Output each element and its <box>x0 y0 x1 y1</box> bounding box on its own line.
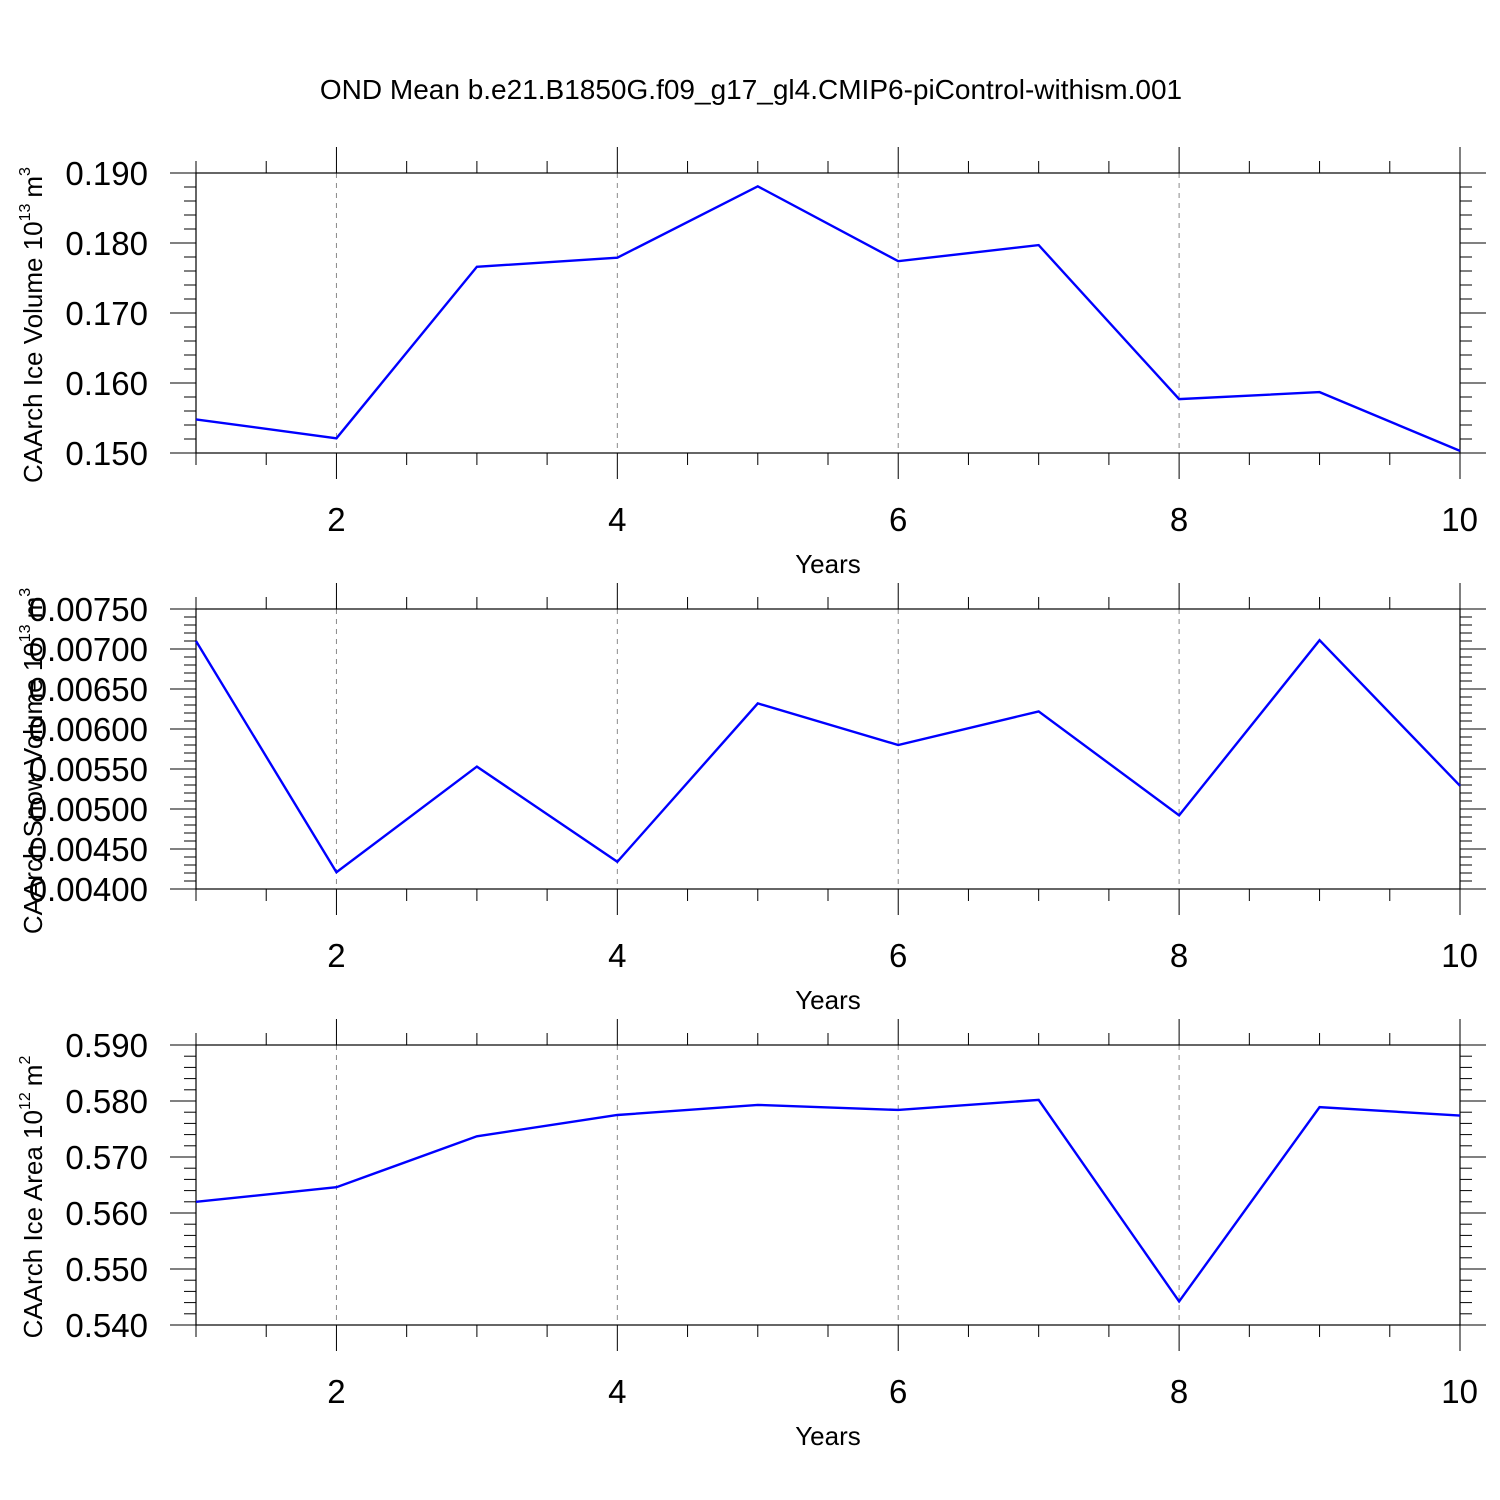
y-tick-label: 0.160 <box>65 365 148 402</box>
panel-1: 0.150 0.160 0.170 0.180 0.190 2 4 6 8 10 Years CAAr… <box>17 147 1486 579</box>
y-axis-label: CAArch Ice Volume 1013 m3 <box>17 167 48 483</box>
plot-frame <box>195 608 1461 890</box>
y-tick-label: 0.180 <box>65 225 148 262</box>
x-tick-label: 10 <box>1441 1373 1478 1410</box>
series-line <box>195 1098 1461 1304</box>
x-tick-label: 10 <box>1441 501 1478 538</box>
y-tick-label: 0.00400 <box>29 871 148 908</box>
x-axis-label: Years <box>795 1421 861 1451</box>
y-tick-label: 0.00700 <box>29 631 148 668</box>
y-tick-label: 0.540 <box>65 1307 148 1344</box>
y-tick-label: 0.170 <box>65 295 148 332</box>
y-tick-label: 0.00750 <box>29 591 148 628</box>
y-tick-label: 0.580 <box>65 1083 148 1120</box>
panel-2: 0.004000.004500.005000.005500.006000.006… <box>17 583 1486 1015</box>
y-axis-label-exponent: 12 <box>17 1092 34 1110</box>
x-axis-label: Years <box>795 985 861 1015</box>
y-tick-label: 0.00450 <box>29 831 148 868</box>
plot-frame <box>195 1044 1461 1326</box>
x-tick-label: 2 <box>327 1373 345 1410</box>
x-tick-label: 8 <box>1170 937 1188 974</box>
x-tick-label: 4 <box>608 1373 626 1410</box>
series-line <box>194 638 1461 874</box>
y-tick-label: 0.00500 <box>29 791 148 828</box>
y-axis-label-unit-exponent: 2 <box>17 1056 34 1065</box>
x-tick-label: 4 <box>608 937 626 974</box>
x-tick-label: 2 <box>327 501 345 538</box>
y-axis-label-unit-exponent: 3 <box>17 588 34 597</box>
panel-3: 0.540 0.550 0.560 0.570 0.580 0.590 2 4 6 8 10 Year… <box>17 1019 1486 1451</box>
x-tick-label: 10 <box>1441 937 1478 974</box>
y-tick-label: 0.00550 <box>29 751 148 788</box>
y-axis-label-exponent: 13 <box>17 624 34 642</box>
y-tick-label: 0.150 <box>65 435 148 472</box>
x-tick-label: 8 <box>1170 1373 1188 1410</box>
x-tick-label: 6 <box>889 1373 907 1410</box>
y-axis-label-text: CAArch Ice Area 10 <box>18 1110 48 1338</box>
y-axis-label-unit-exponent: 3 <box>17 167 34 176</box>
panels: 0.150 0.160 0.170 0.180 0.190 2 4 6 8 10 Years CAAr… <box>17 147 1486 1451</box>
plot-frame <box>195 172 1461 454</box>
y-tick-label: 0.570 <box>65 1139 148 1176</box>
y-tick-label: 0.00650 <box>29 671 148 708</box>
y-axis-label-unit: m <box>18 597 48 619</box>
y-tick-label: 0.00600 <box>29 711 148 748</box>
y-tick-label: 0.590 <box>65 1027 148 1064</box>
x-tick-label: 6 <box>889 937 907 974</box>
y-axis-label-exponent: 13 <box>17 204 34 222</box>
series-line <box>195 184 1461 453</box>
y-tick-label: 0.190 <box>65 155 148 192</box>
x-tick-label: 6 <box>889 501 907 538</box>
y-axis-label-text: CAArch Ice Volume 10 <box>18 221 48 483</box>
x-tick-label: 8 <box>1170 501 1188 538</box>
y-axis-label: CAArch Ice Area 1012 m2 <box>17 1056 48 1339</box>
x-tick-label: 2 <box>327 937 345 974</box>
y-axis-label-unit: m <box>18 176 48 198</box>
y-tick-label: 0.550 <box>65 1251 148 1288</box>
x-tick-label: 4 <box>608 501 626 538</box>
y-axis-label: CAArch Snow Volume 1013 m3 <box>17 588 48 934</box>
y-tick-label: 0.560 <box>65 1195 148 1232</box>
y-axis-label-unit: m <box>18 1065 48 1087</box>
figure-title: OND Mean b.e21.B1850G.f09_g17_gl4.CMIP6-… <box>320 74 1182 105</box>
y-axis-label-text: CAArch Snow Volume 10 <box>18 642 48 934</box>
x-axis-label: Years <box>795 549 861 579</box>
